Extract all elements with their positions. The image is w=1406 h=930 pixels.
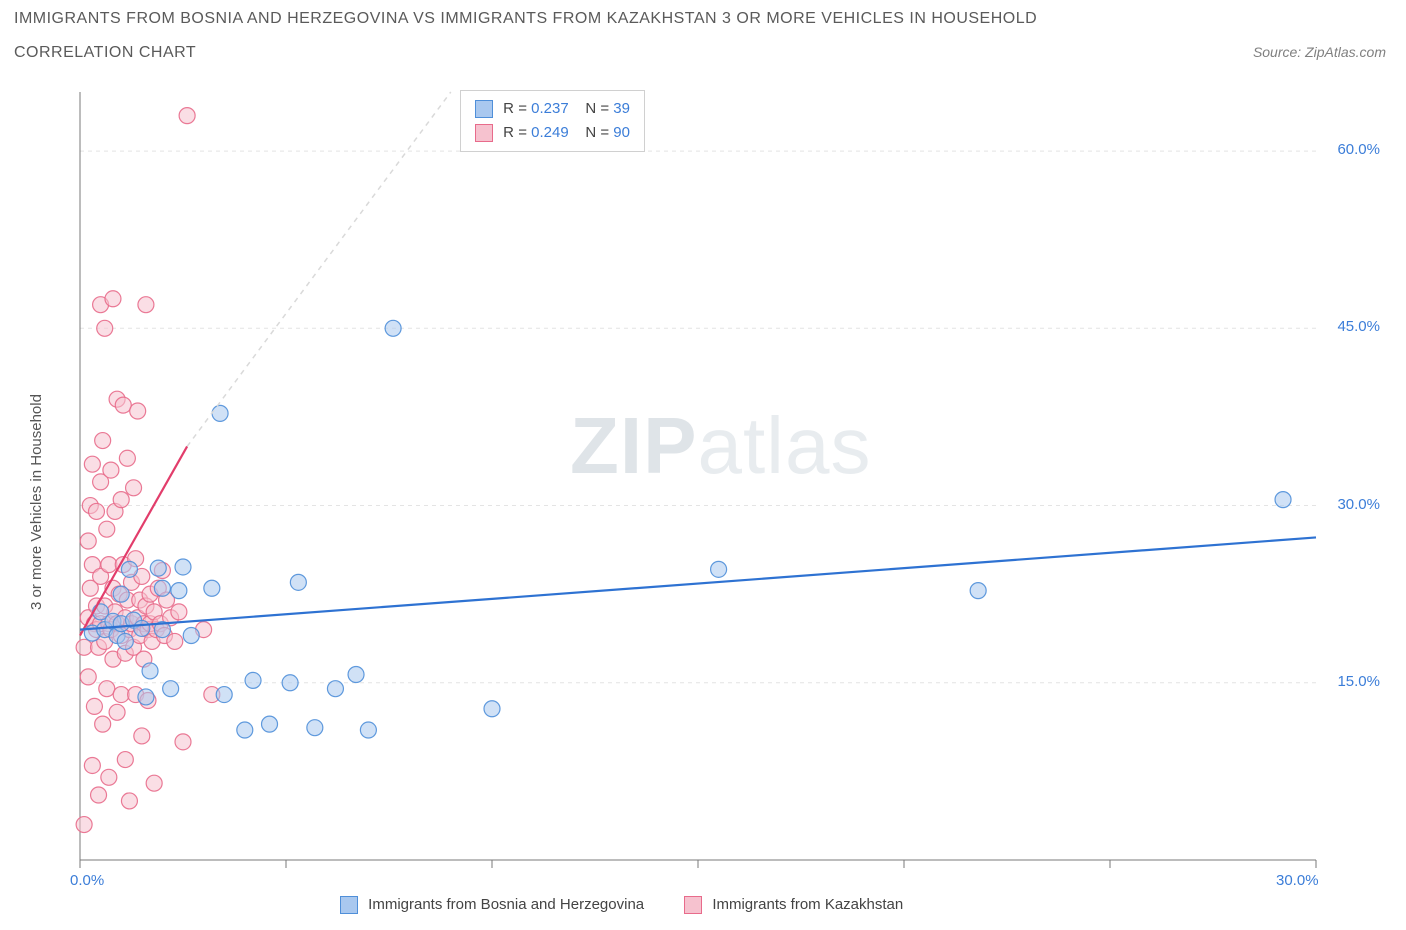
legend-swatch-a <box>340 896 358 914</box>
scatter-plot <box>60 84 1376 890</box>
equals-sign: = <box>518 124 527 141</box>
y-tick-label: 60.0% <box>1320 141 1380 158</box>
legend-label-a: Immigrants from Bosnia and Herzegovina <box>368 896 644 913</box>
source-credit: Source: ZipAtlas.com <box>1253 44 1386 60</box>
n-letter: N <box>585 124 596 141</box>
y-axis-label: 3 or more Vehicles in Household <box>28 394 45 610</box>
chart-title-line1: IMMIGRANTS FROM BOSNIA AND HERZEGOVINA V… <box>14 10 1037 28</box>
r-letter: R <box>503 100 514 117</box>
r-value-b: 0.249 <box>531 124 569 141</box>
equals-sign: = <box>600 100 609 117</box>
y-tick-label: 15.0% <box>1320 673 1380 690</box>
correlation-row-b: R = 0.249 N = 90 <box>475 121 630 145</box>
y-tick-label: 45.0% <box>1320 318 1380 335</box>
n-value-b: 90 <box>613 124 630 141</box>
x-tick-label: 0.0% <box>70 872 104 889</box>
correlation-stats-box: R = 0.237 N = 39 R = 0.249 N = 90 <box>460 90 645 152</box>
series-legend: Immigrants from Bosnia and Herzegovina I… <box>340 896 903 914</box>
x-tick-label: 30.0% <box>1276 872 1319 889</box>
equals-sign: = <box>518 100 527 117</box>
chart-title-line2: CORRELATION CHART <box>14 44 196 62</box>
legend-item-a: Immigrants from Bosnia and Herzegovina <box>340 896 644 914</box>
legend-swatch-b <box>684 896 702 914</box>
r-value-a: 0.237 <box>531 100 569 117</box>
n-value-a: 39 <box>613 100 630 117</box>
equals-sign: = <box>600 124 609 141</box>
r-letter: R <box>503 124 514 141</box>
correlation-swatch-a <box>475 100 493 118</box>
legend-item-b: Immigrants from Kazakhstan <box>684 896 903 914</box>
y-tick-label: 30.0% <box>1320 496 1380 513</box>
correlation-row-a: R = 0.237 N = 39 <box>475 97 630 121</box>
correlation-swatch-b <box>475 124 493 142</box>
n-letter: N <box>585 100 596 117</box>
legend-label-b: Immigrants from Kazakhstan <box>712 896 903 913</box>
